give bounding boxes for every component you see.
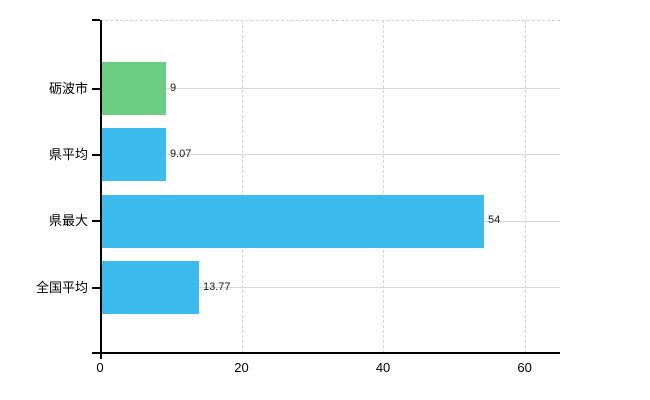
x-tick-label: 60 bbox=[517, 360, 532, 375]
bar-value-label: 54 bbox=[488, 214, 501, 227]
x-tick-label: 20 bbox=[234, 360, 249, 375]
category-label: 県平均 bbox=[48, 146, 88, 162]
bar-value-label: 13.77 bbox=[203, 280, 231, 293]
category-label: 全国平均 bbox=[35, 279, 88, 295]
h-gridline-4 bbox=[100, 287, 560, 289]
y-axis-line bbox=[100, 20, 102, 359]
h-gridline-1 bbox=[100, 88, 560, 90]
y-axis-tick bbox=[92, 286, 100, 289]
y-axis-top-tick bbox=[92, 19, 100, 21]
y-axis-tick bbox=[92, 153, 100, 156]
y-axis-tick bbox=[92, 87, 100, 90]
bar bbox=[102, 128, 166, 182]
plot-top-border bbox=[100, 20, 560, 21]
x-axis-line bbox=[92, 352, 560, 354]
v-gridline-60 bbox=[524, 20, 526, 353]
bar bbox=[102, 194, 484, 248]
bar-value-label: 9 bbox=[170, 81, 177, 94]
v-gridline-20 bbox=[241, 20, 243, 353]
bar bbox=[102, 261, 199, 315]
x-tick-label: 40 bbox=[375, 360, 391, 375]
x-tick-label: 0 bbox=[96, 360, 104, 375]
category-label: 県最大 bbox=[48, 213, 88, 229]
bar-value-label: 9.07 bbox=[170, 147, 192, 160]
bar bbox=[102, 62, 166, 116]
v-gridline-40 bbox=[383, 20, 385, 353]
h-gridline-2 bbox=[100, 154, 560, 156]
category-label: 砺波市 bbox=[48, 80, 88, 96]
y-axis-tick bbox=[92, 220, 100, 223]
